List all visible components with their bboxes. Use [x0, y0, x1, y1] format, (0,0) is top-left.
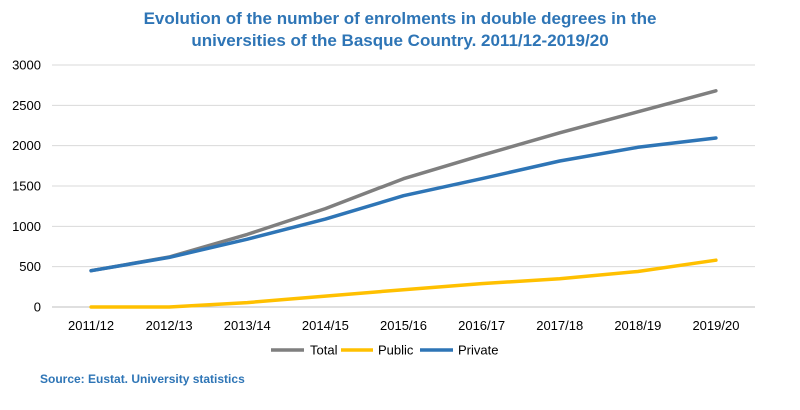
y-tick-label: 2000 [12, 138, 41, 153]
y-tick-label: 3000 [12, 58, 41, 73]
legend-label-private: Private [458, 343, 498, 358]
y-tick-label: 2500 [12, 98, 41, 113]
x-tick-label: 2013/14 [224, 318, 271, 333]
series-line-private [89, 136, 718, 273]
x-tick-label: 2012/13 [146, 318, 193, 333]
legend-label-public: Public [378, 343, 414, 358]
x-tick-label: 2014/15 [302, 318, 349, 333]
x-tick-label: 2011/12 [68, 318, 114, 333]
x-tick-label: 2018/19 [614, 318, 661, 333]
chart-title-line-1: Evolution of the number of enrolments in… [143, 9, 657, 28]
series-line-total [89, 89, 718, 273]
y-tick-label: 1500 [12, 179, 41, 194]
x-tick-label: 2017/18 [536, 318, 583, 333]
series-lines [89, 89, 718, 309]
y-tick-label: 500 [19, 259, 41, 274]
legend: Total Public Private [271, 343, 498, 358]
x-tick-label: 2015/16 [380, 318, 427, 333]
series-line-public [89, 258, 718, 309]
y-tick-label: 1000 [12, 219, 41, 234]
x-axis: 2011/12 2012/13 2013/14 2014/15 2015/16 2016/… [68, 318, 739, 333]
chart-title-line-2: universities of the Basque Country. 2011… [191, 31, 609, 50]
y-tick-label: 0 [34, 300, 41, 315]
source-note: Source: Eustat. University statistics [40, 372, 245, 386]
legend-label-total: Total [310, 343, 338, 358]
x-tick-label: 2016/17 [458, 318, 505, 333]
gridlines [52, 64, 755, 308]
x-tick-label: 2019/20 [692, 318, 739, 333]
chart-title: Evolution of the number of enrolments in… [0, 8, 800, 52]
y-axis: 0 500 1000 1500 2000 2500 3000 [12, 58, 41, 315]
